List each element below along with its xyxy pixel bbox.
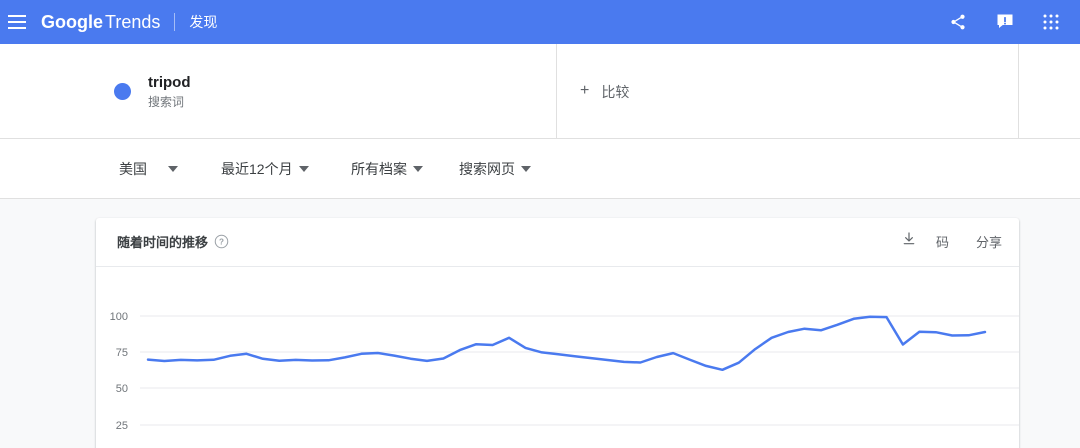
svg-text:25: 25 bbox=[116, 420, 128, 432]
svg-text:50: 50 bbox=[116, 383, 128, 395]
svg-text:?: ? bbox=[219, 238, 224, 247]
svg-text:100: 100 bbox=[110, 311, 128, 323]
svg-text:75: 75 bbox=[116, 347, 128, 359]
